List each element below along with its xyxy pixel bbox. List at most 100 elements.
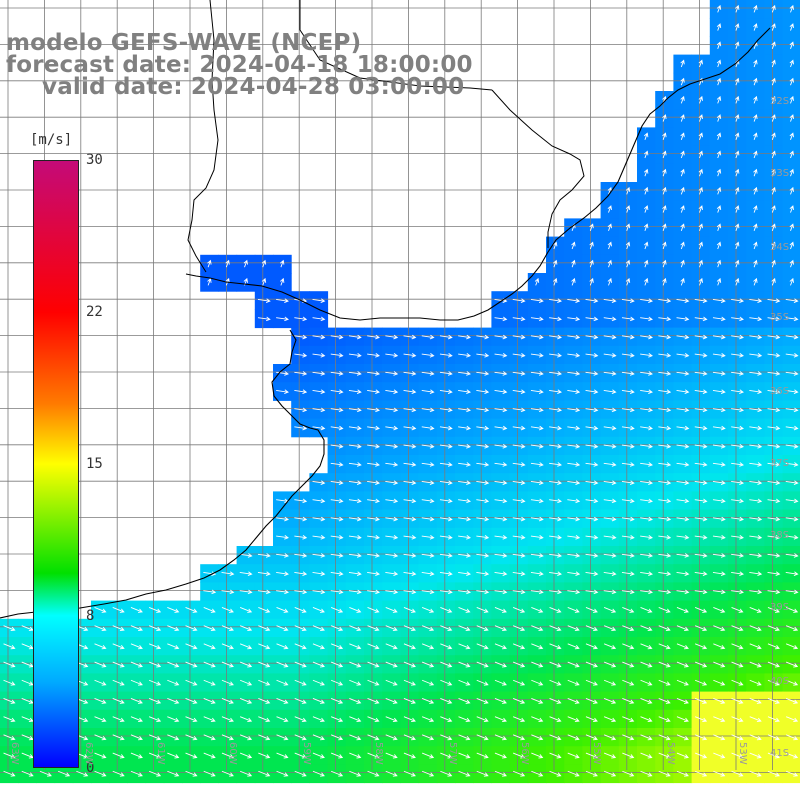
wind-arrow [585, 679, 598, 686]
wind-arrow [549, 334, 562, 340]
wind-arrow [676, 716, 689, 723]
wind-arrow [585, 716, 598, 723]
wind-arrow [698, 132, 703, 140]
wind-arrow [294, 498, 308, 504]
wind-arrow [676, 371, 690, 376]
wind-arrow [494, 625, 507, 632]
wind-arrow [3, 643, 16, 650]
wind-arrow [367, 498, 380, 504]
wind-arrow [276, 298, 289, 303]
wind-arrow [21, 752, 34, 759]
wind-arrow [658, 752, 671, 759]
wind-arrow [239, 607, 253, 613]
wind-arrow [680, 59, 685, 68]
wind-arrow [312, 352, 326, 358]
wind-arrow [330, 716, 344, 723]
wind-arrow [330, 534, 344, 540]
wind-arrow [258, 752, 271, 759]
wind-arrow [658, 625, 671, 632]
wind-arrow [713, 661, 726, 668]
wind-arrow [734, 241, 740, 250]
wind-arrow [530, 498, 544, 504]
wind-arrow [785, 407, 799, 413]
wind-arrow [330, 589, 344, 595]
wind-arrow [494, 389, 508, 394]
wind-arrow [567, 462, 581, 467]
wind-arrow [225, 259, 230, 268]
wind-arrow [713, 625, 726, 632]
wind-arrow [716, 23, 722, 31]
wind-arrow [621, 480, 635, 485]
wind-arrow [731, 553, 744, 558]
wind-arrow [476, 734, 489, 741]
wind-arrow [713, 643, 726, 650]
wind-arrow [712, 298, 726, 303]
wind-arrow [771, 223, 776, 231]
wind-arrow [312, 371, 326, 376]
wind-arrow [330, 352, 344, 358]
wind-arrow [476, 553, 490, 558]
wind-arrow [494, 607, 507, 613]
wind-arrow [385, 443, 399, 449]
wind-arrow [458, 352, 471, 358]
wind-arrow [789, 23, 794, 31]
wind-arrow [130, 643, 143, 650]
wind-arrow [385, 589, 399, 595]
wind-arrow [694, 770, 708, 777]
wind-arrow [348, 498, 362, 504]
wind-arrow [785, 498, 799, 504]
wind-arrow [640, 716, 653, 723]
wind-arrow [603, 407, 617, 413]
wind-arrow [680, 114, 685, 122]
wind-arrow [279, 259, 285, 268]
wind-arrow [203, 643, 216, 650]
wind-arrow [167, 734, 180, 741]
wind-arrow [294, 734, 307, 741]
wind-arrow [167, 607, 180, 613]
wind-arrow [312, 480, 326, 485]
wind-arrow [330, 480, 344, 485]
wind-arrow [767, 534, 781, 540]
wind-arrow [621, 316, 635, 322]
wind-arrow [662, 186, 667, 195]
wind-arrow [403, 770, 416, 777]
wind-arrow [330, 462, 344, 467]
wind-arrow [94, 661, 107, 668]
wind-arrow [94, 770, 107, 777]
wind-arrow [658, 679, 671, 686]
wind-arrow [694, 389, 708, 394]
wind-arrow [621, 589, 635, 595]
wind-arrow [531, 661, 544, 668]
wind-arrow [458, 770, 471, 777]
wind-arrow [694, 425, 708, 431]
wind-arrow [767, 589, 781, 595]
wind-arrow [494, 734, 507, 741]
wind-arrow [385, 389, 399, 394]
wind-arrow [276, 679, 289, 686]
wind-arrow [258, 643, 271, 650]
wind-arrow [94, 679, 107, 686]
wind-arrow [148, 752, 162, 759]
wind-arrow [403, 607, 416, 613]
wind-arrow [767, 679, 780, 686]
wind-arrow [203, 698, 216, 704]
wind-arrow [676, 498, 690, 504]
wind-arrow [676, 425, 690, 431]
wind-arrow [439, 389, 453, 394]
wind-arrow [789, 168, 794, 177]
wind-arrow [694, 443, 708, 449]
colorbar-tick-22: 22 [86, 304, 103, 320]
wind-arrow [712, 480, 726, 485]
wind-arrow [439, 553, 453, 558]
wind-arrow [731, 498, 744, 504]
wind-arrow [734, 150, 740, 159]
wind-arrow [694, 407, 708, 413]
wind-arrow [767, 443, 781, 449]
wind-arrow [531, 643, 544, 650]
wind-arrow [367, 625, 380, 632]
wind-arrow [3, 625, 16, 632]
wind-arrow [312, 389, 326, 394]
wind-arrow [585, 443, 599, 449]
wind-arrow [767, 480, 781, 485]
wind-arrow [676, 480, 690, 485]
